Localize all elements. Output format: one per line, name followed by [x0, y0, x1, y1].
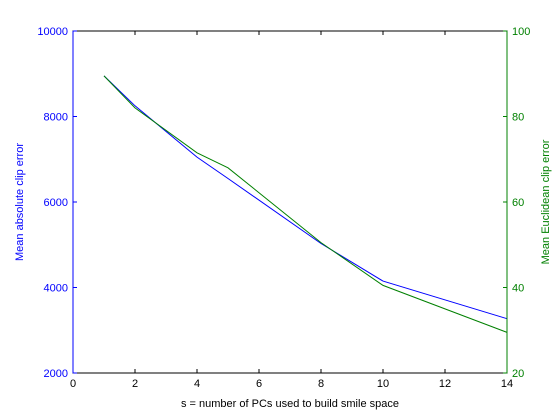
left-y-tick-label: 10000 [37, 26, 68, 38]
x-tick-label: 8 [318, 378, 324, 390]
right-y-axis-line [506, 31, 508, 373]
x-tick-label: 4 [194, 378, 200, 390]
x-tick-label: 0 [70, 378, 76, 390]
right-y-tick-label: 20 [512, 368, 524, 380]
plot-frame [72, 30, 508, 374]
right-y-tick-label: 40 [512, 283, 524, 295]
mean-absolute-error-line [103, 75, 508, 320]
x-tick-label: 6 [256, 378, 262, 390]
left-y-tick-label: 6000 [44, 197, 68, 209]
right-y-tick-label: 80 [512, 112, 524, 124]
left-y-axis-label: Mean absolute clip error [14, 143, 26, 261]
x-tick-label: 10 [377, 378, 389, 390]
left-y-tick-label: 4000 [44, 283, 68, 295]
x-axis-label: s = number of PCs used to build smile sp… [181, 398, 399, 410]
right-y-axis-label: Mean Euclidean clip error [540, 139, 552, 264]
left-y-axis-ticks: 2000 4000 6000 8000 10000 [37, 26, 77, 380]
left-y-tick-label: 2000 [44, 368, 68, 380]
series-lines [103, 75, 508, 333]
right-y-tick-label: 60 [512, 197, 524, 209]
mean-euclidean-error-line [103, 75, 508, 333]
x-tick-label: 12 [439, 378, 451, 390]
x-tick-label: 2 [132, 378, 138, 390]
x-tick-label: 14 [501, 378, 513, 390]
left-y-axis-line [72, 31, 74, 373]
x-axis-ticks: 0 2 4 6 8 10 12 14 [70, 31, 513, 390]
right-y-tick-label: 100 [512, 26, 530, 38]
left-y-tick-label: 8000 [44, 112, 68, 124]
right-y-axis-ticks: 20 40 60 80 100 [503, 26, 530, 380]
